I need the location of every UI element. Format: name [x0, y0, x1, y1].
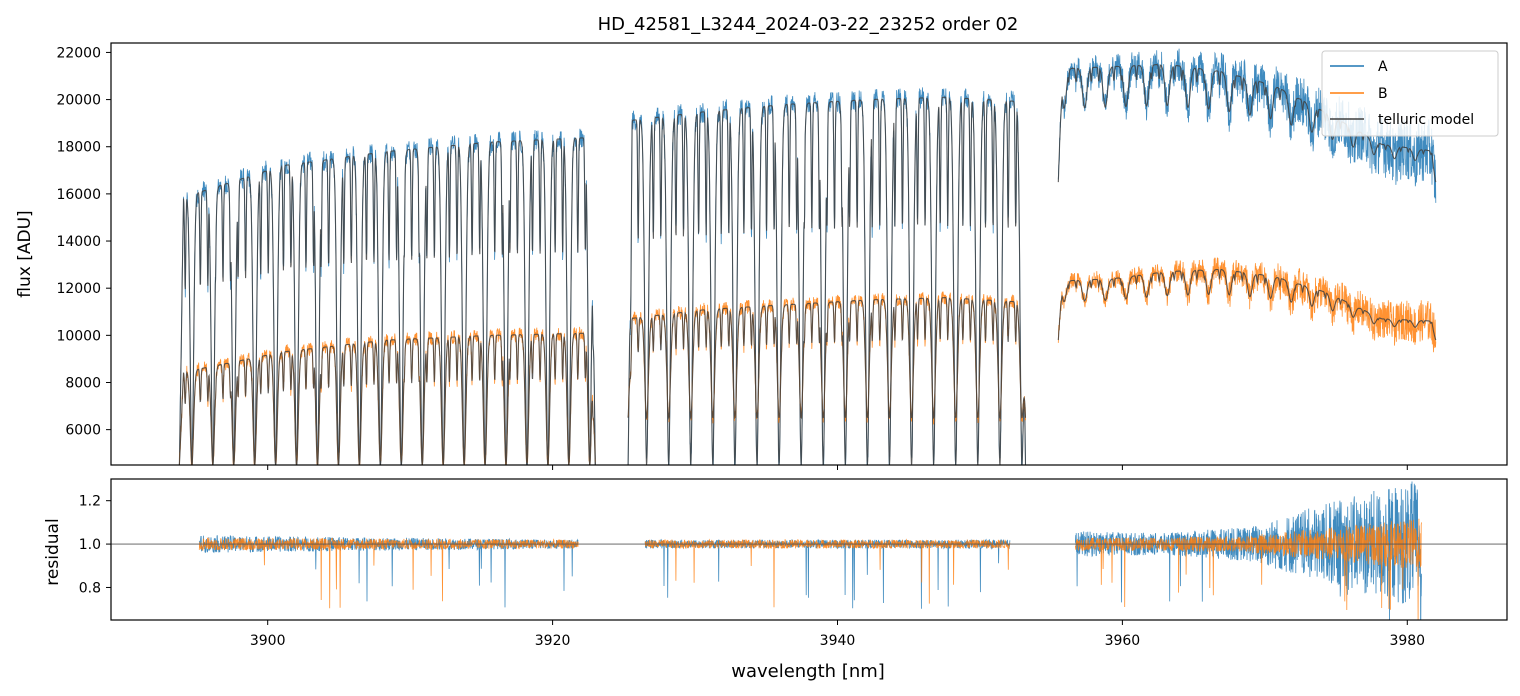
legend: A B telluric model — [1321, 50, 1499, 137]
top-plot: 6000 8000 10000 12000 14000 16000 18000 20000 22… — [15, 42, 1508, 470]
telluric-model-b-segment-1 — [178, 332, 596, 465]
x-tick-label: 3960 — [1105, 633, 1141, 649]
x-tick-label: 3980 — [1389, 633, 1425, 649]
legend-frame — [1321, 50, 1499, 137]
telluric-model-b-segment-2 — [627, 297, 1027, 420]
top-y-tick-label: 12000 — [56, 281, 101, 297]
x-tick-label: 3900 — [250, 633, 286, 649]
residual-b-segment-3 — [1075, 518, 1422, 620]
series-a-segment-2 — [627, 87, 1026, 465]
residual-y-tick-label: 1.2 — [79, 494, 101, 510]
series-b-segment-2 — [627, 291, 1026, 425]
top-y-tick-label: 22000 — [56, 45, 101, 61]
legend-label-a: A — [1378, 59, 1388, 75]
residual-y-tick-label: 0.8 — [79, 580, 101, 596]
top-y-tick-label: 18000 — [56, 140, 101, 156]
top-y-tick-label: 14000 — [56, 234, 101, 250]
top-y-axis-label: flux [ADU] — [15, 210, 35, 297]
series-b-segment-3 — [1057, 257, 1437, 353]
residual-a-segment-2 — [644, 538, 1011, 609]
chart-title: HD_42581_L3244_2024-03-22_23252 order 02 — [598, 14, 1019, 35]
top-y-tick-label: 10000 — [56, 328, 101, 344]
legend-label-b: B — [1378, 86, 1388, 102]
residual-plot-frame — [110, 478, 1508, 621]
residual-y-tick-label: 1.0 — [79, 537, 101, 553]
top-plot-frame — [110, 42, 1508, 466]
x-tick-label: 3920 — [535, 633, 571, 649]
top-y-tick-label: 20000 — [56, 93, 101, 109]
x-tick-label: 3940 — [820, 633, 856, 649]
top-y-tick-label: 16000 — [56, 187, 101, 203]
residual-b-segment-1 — [198, 537, 579, 609]
top-y-tick-label: 6000 — [65, 423, 101, 439]
top-y-tick-label: 8000 — [65, 375, 101, 391]
residual-a-segment-3 — [1075, 481, 1422, 620]
residual-b-segment-2 — [644, 538, 1011, 608]
telluric-model-a-segment-1 — [178, 137, 596, 465]
telluric-model-a-segment-2 — [627, 96, 1027, 465]
telluric-model-a-segment-3 — [1057, 64, 1437, 183]
residual-y-axis-label: residual — [43, 518, 63, 585]
telluric-model-b-segment-3 — [1057, 268, 1437, 341]
legend-label-telluric: telluric model — [1378, 112, 1474, 128]
x-axis-label: wavelength [nm] — [731, 661, 885, 682]
residual-plot: 0.81.01.2 3900 3920 3940 3960 3980 residual … — [43, 478, 1508, 682]
